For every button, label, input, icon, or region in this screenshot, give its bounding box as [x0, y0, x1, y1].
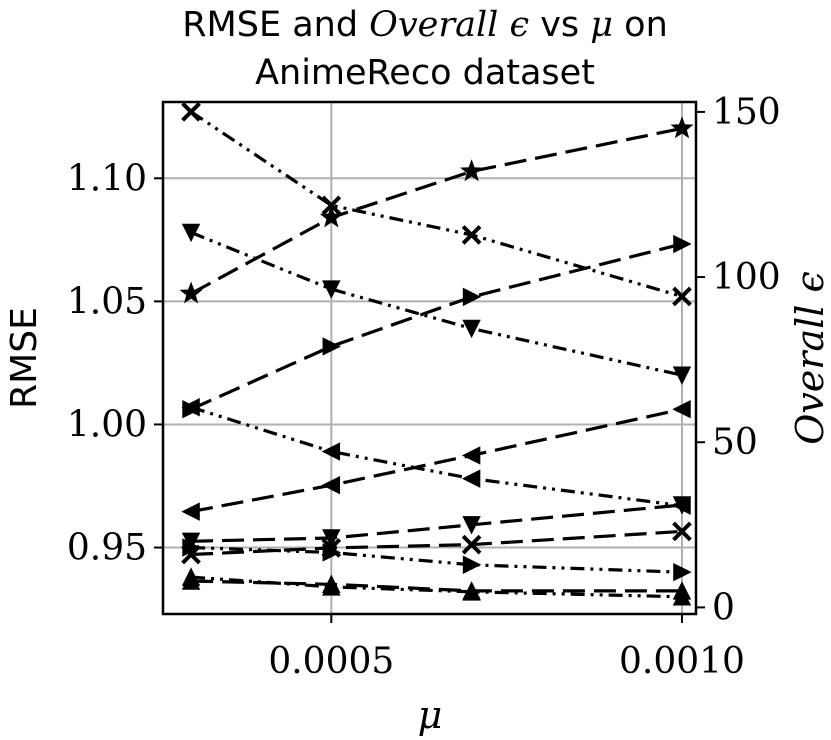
- title-math-mu: μ: [590, 5, 613, 45]
- marker-triangle-left: [672, 399, 691, 419]
- y-tick-label-left: 1.05: [67, 281, 147, 322]
- series-line-6: [191, 503, 683, 543]
- marker-triangle-left: [321, 442, 341, 461]
- marker-triangle-down: [462, 516, 481, 535]
- title-text-c: on: [613, 5, 668, 45]
- series-line-8: [191, 545, 683, 574]
- y-tick-label-right: 50: [712, 422, 758, 463]
- marker-triangle-left: [181, 502, 200, 521]
- marker-triangle-left: [461, 469, 481, 488]
- x-tick-label: 0.0010: [619, 641, 745, 682]
- series-line-10: [191, 579, 682, 593]
- marker-x: [181, 102, 201, 122]
- y-axis-label-left: RMSE: [4, 307, 45, 409]
- x-axis-label: μ: [418, 693, 443, 737]
- series-lines: [190, 110, 683, 599]
- title-text-b: vs: [529, 5, 590, 45]
- marker-star: [460, 159, 484, 182]
- marker-triangle-down: [181, 223, 201, 243]
- marker-triangle-left: [181, 398, 200, 417]
- marker-x: [672, 286, 692, 307]
- marker-triangle-left: [461, 446, 481, 465]
- plot-frame: [161, 100, 698, 616]
- chart-title-line1: RMSE and Overall ϵ vs μ on: [182, 5, 668, 45]
- grid: [163, 102, 696, 614]
- series-line-0: [190, 110, 683, 299]
- marker-triangle-right: [322, 337, 341, 356]
- y-tick-label-left: 0.95: [67, 528, 147, 569]
- marker-triangle-down: [672, 366, 692, 385]
- marker-triangle-right: [462, 555, 482, 574]
- marker-star: [179, 281, 203, 304]
- marker-triangle-right: [673, 234, 692, 254]
- marker-triangle-right: [182, 538, 201, 557]
- series-line-5: [190, 407, 683, 514]
- title-math-overall: Overall ϵ: [369, 5, 529, 45]
- y-tick-label-right: 150: [712, 92, 781, 133]
- marker-star: [670, 116, 694, 139]
- marker-triangle-right: [673, 562, 692, 582]
- y-tick-label-left: 1.00: [67, 404, 147, 445]
- marker-triangle-down: [322, 529, 341, 548]
- marker-triangle-up: [672, 581, 692, 600]
- marker-triangle-down: [672, 496, 692, 515]
- axis-ticks: 0.0005 0.0010 0.95 1.00 1.05 1.10 0 50 100 150: [67, 92, 781, 682]
- marker-triangle-right: [322, 543, 341, 562]
- marker-triangle-left: [321, 475, 341, 495]
- series-line-7: [191, 529, 683, 557]
- series-line-4: [190, 405, 683, 508]
- marker-triangle-right: [462, 287, 482, 307]
- marker-triangle-down: [322, 280, 341, 299]
- marker-triangle-up: [181, 571, 201, 590]
- marker-triangle-up: [462, 581, 481, 600]
- series-line-9: [190, 575, 683, 599]
- title-text-a: RMSE and: [182, 5, 369, 45]
- series-line-3: [190, 242, 683, 411]
- y-tick-label-right: 0: [712, 587, 735, 628]
- marker-x: [672, 521, 692, 542]
- x-tick-label: 0.0005: [268, 641, 394, 682]
- marker-star: [319, 205, 343, 228]
- marker-x: [461, 225, 482, 245]
- y-tick-label-right: 100: [712, 257, 781, 298]
- marker-x: [321, 195, 342, 216]
- series-line-1: [190, 126, 683, 296]
- series-markers: [179, 102, 694, 606]
- marker-triangle-down: [462, 319, 481, 339]
- y-tick-label-left: 1.10: [67, 158, 147, 199]
- marker-triangle-up: [322, 574, 341, 594]
- chart-title-line2: AnimeReco dataset: [255, 53, 595, 93]
- y-axis-label-right: Overall ϵ: [788, 271, 831, 445]
- marker-x: [461, 534, 482, 555]
